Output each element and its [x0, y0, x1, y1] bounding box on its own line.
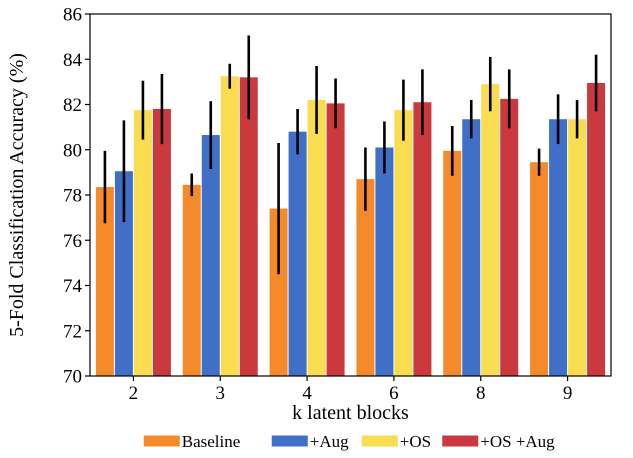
bar-os-aug-k6: [413, 102, 432, 377]
bars-layer: [95, 76, 606, 377]
x-tick-label: 8: [476, 383, 486, 404]
bar-os-aug-k4: [326, 103, 345, 377]
y-tick-label: 74: [63, 276, 83, 297]
bar-os-aug-k2: [152, 109, 171, 377]
legend-label: +Aug: [310, 432, 349, 451]
bar-baseline-k6: [356, 179, 375, 376]
bar-aug-k9: [549, 119, 568, 377]
bar-os-k4: [307, 99, 326, 376]
y-tick-label: 80: [63, 140, 82, 161]
y-tick-label: 72: [63, 321, 82, 342]
bar-os-k8: [481, 84, 500, 376]
bar-aug-k8: [462, 119, 481, 377]
error-bars-layer: [103, 35, 598, 275]
legend-label: +OS: [400, 432, 431, 451]
bar-os-k2: [133, 110, 152, 376]
bar-os-k6: [394, 110, 413, 376]
x-tick-label: 2: [129, 383, 139, 404]
bar-aug-k2: [114, 171, 133, 376]
x-axis-label: k latent blocks: [292, 402, 409, 424]
x-tick-label: 6: [389, 383, 399, 404]
legend: Baseline +Aug +OS +OS +Aug: [143, 432, 555, 451]
legend-swatch: [143, 435, 180, 447]
y-tick-label: 78: [63, 186, 82, 207]
y-tick-label: 86: [63, 5, 82, 26]
y-tick-label: 70: [63, 367, 82, 388]
y-tick-label: 84: [63, 50, 83, 71]
legend-label: Baseline: [182, 432, 241, 451]
x-tick-label: 9: [563, 383, 573, 404]
bar-baseline-k9: [530, 162, 549, 376]
bar-baseline-k8: [443, 150, 462, 376]
bar-baseline-k2: [95, 187, 114, 376]
y-tick-label: 76: [63, 231, 82, 252]
bar-aug-k4: [288, 131, 307, 376]
y-axis-label: 5-Fold Classification Accuracy (%): [6, 53, 28, 337]
bar-os-aug-k3: [239, 77, 258, 376]
legend-label: +OS +Aug: [480, 432, 555, 451]
x-tick-label: 4: [302, 383, 312, 404]
x-axis: 2 3 4 6 8 9: [129, 376, 573, 404]
bar-os-aug-k9: [587, 83, 606, 376]
legend-swatch: [442, 435, 479, 447]
x-tick-label: 3: [216, 383, 226, 404]
y-tick-label: 82: [63, 95, 82, 116]
bar-os-k3: [220, 76, 239, 376]
bar-baseline-k4: [269, 208, 288, 376]
bar-os-aug-k8: [500, 98, 519, 376]
bar-aug-k3: [201, 135, 220, 376]
legend-swatch: [271, 435, 308, 447]
bar-aug-k6: [375, 147, 394, 376]
bar-baseline-k3: [182, 184, 201, 376]
y-axis: 70 72 74 76 78 80 82 84 86: [63, 5, 90, 388]
bar-os-k9: [568, 119, 587, 377]
legend-swatch: [361, 435, 398, 447]
